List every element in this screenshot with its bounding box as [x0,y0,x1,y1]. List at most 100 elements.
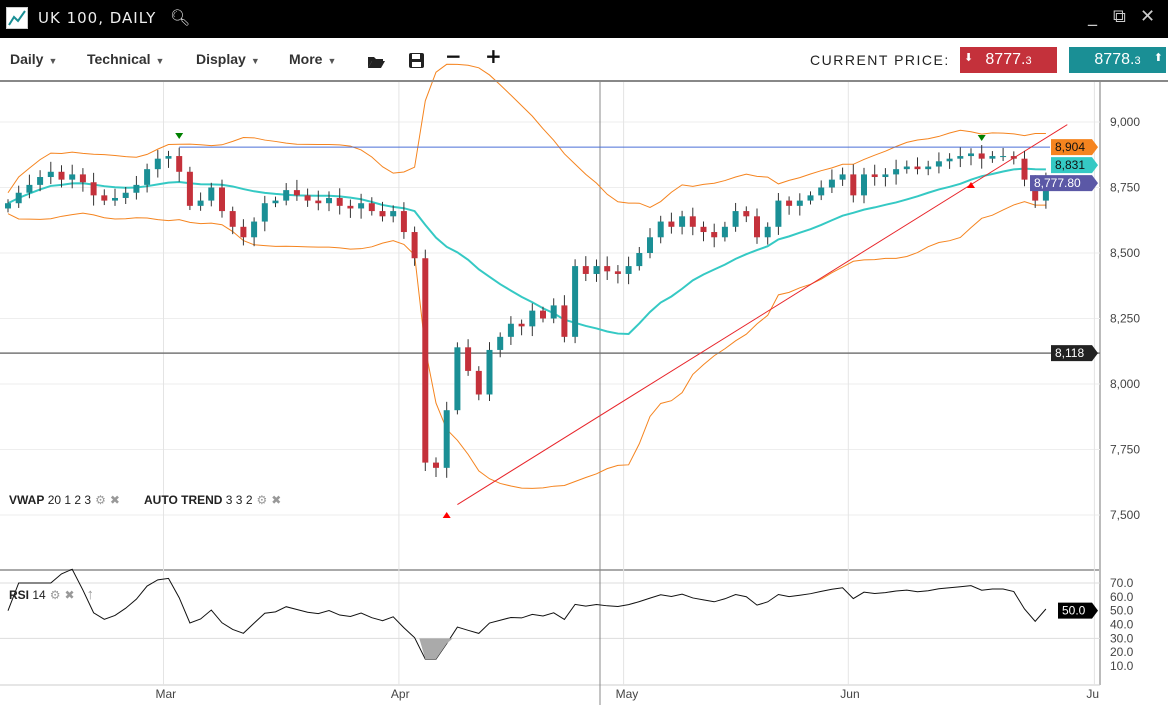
close-icon[interactable]: ✖ [109,493,120,507]
candle-body [176,156,183,172]
auto-trend-line [457,124,1068,505]
candle-body [507,323,514,337]
pivot-high-marker [175,133,184,139]
search-icon[interactable]: 🔍︎ [170,8,191,27]
bid-price: 8777. [985,51,1026,68]
candle-body [390,211,397,217]
menu-label: Display [196,51,246,67]
restore-icon[interactable]: ⧉ [1113,6,1126,27]
candle-body [26,184,33,193]
bid-price-button[interactable]: ⬇ 8777.3 [960,47,1057,73]
minimize-icon[interactable]: _ [1088,6,1097,27]
rsi-tick-label: 70.0 [1110,576,1134,590]
candle-body [582,266,589,274]
candle-body [657,221,664,238]
auto-trend-name: AUTO TREND [144,493,223,507]
candle-body [122,192,129,198]
auto-trend-legend: AUTO TREND 3 3 2 ⚙ ✖ [144,493,281,507]
candle-body [186,171,193,206]
candle-body [219,187,225,212]
candle-body [5,203,11,209]
candle-body [807,195,814,201]
candle-body [893,169,900,175]
candle-body [903,166,910,170]
price-tag-label: 8,831 [1055,158,1085,172]
candle-body [679,216,686,227]
candle-body [251,221,258,238]
candle-body [721,226,728,238]
gear-icon[interactable]: ⚙ [256,493,268,507]
candle-body [550,305,557,319]
menu-technical[interactable]: Technical ▼ [87,51,164,67]
candle-body [454,347,461,411]
gear-icon[interactable]: ⚙ [95,493,106,507]
candle-body [925,166,932,170]
candle-body [347,205,354,209]
folder-open-icon[interactable] [367,50,385,74]
candle-body [968,153,974,157]
zoom-in-button[interactable]: + [485,44,502,68]
candle-body [572,266,579,337]
candle-body [614,271,621,274]
pivot-high-marker [977,135,986,141]
menu-daily[interactable]: Daily ▼ [10,51,57,67]
candle-body [1010,156,1017,159]
rsi-tick-label: 50.0 [1110,604,1134,618]
rsi-tag [1058,602,1098,619]
arrow-up-icon[interactable]: ↑ [86,586,95,603]
toolbar: Daily ▼ Technical ▼ Display ▼ More ▼ − + CUR… [0,38,1168,82]
candle-body [133,184,140,193]
candle-body [79,174,86,183]
candle-body [465,347,472,371]
price-tick-label: 9,000 [1110,115,1140,129]
candle-body [604,266,611,272]
rsi-tick-label: 40.0 [1110,617,1134,631]
menu-label: Technical [87,51,151,67]
ask-price-button[interactable]: 8778.3 ⬆ [1069,47,1166,73]
window-title: UK 100, DAILY [38,9,157,27]
close-icon[interactable]: ✖ [64,588,75,602]
candle-body [379,211,386,217]
menu-display[interactable]: Display ▼ [196,51,260,67]
candle-body [411,232,418,259]
price-tick-label: 8,000 [1110,377,1140,391]
candle-body [978,153,985,159]
zoom-out-button[interactable]: − [445,44,462,68]
arrow-down-icon: ⬇ [964,52,974,64]
candle-body [818,187,825,196]
candle-body [197,200,204,206]
candle-body [229,211,236,227]
price-tick-label: 8,500 [1110,246,1140,260]
lower-band-line [7,201,1046,489]
candle-body [775,200,782,227]
price-tag [1030,175,1098,192]
rsi-name: RSI [9,588,30,602]
candle-body [850,174,857,196]
vwap-mid-line [7,167,1046,335]
candle-body [47,171,54,178]
candle-body [37,177,44,185]
auto-trend-params: 3 3 2 [225,493,253,507]
candle-body [15,192,22,204]
candle-body [368,203,375,212]
candle-body [336,197,343,206]
rsi-oversold-fill [419,638,453,660]
candle-body [240,226,247,238]
upper-band-line [7,63,1046,209]
candle-body [433,462,439,468]
save-icon[interactable] [408,50,425,74]
menu-more[interactable]: More ▼ [289,51,336,67]
rsi-legend: RSI 14 ⚙ ✖ ↑ [9,586,94,603]
candle-body [165,156,172,159]
candle-body [540,310,546,319]
price-tag [1051,157,1098,174]
month-label: Apr [391,687,410,701]
candle-body [647,237,653,253]
gear-icon[interactable]: ⚙ [49,588,61,602]
month-label: May [616,687,639,701]
close-icon[interactable]: ✕ [1140,6,1156,27]
close-icon[interactable]: ✖ [271,493,282,507]
candle-body [101,195,108,201]
ask-price-decimal: 3 [1134,55,1141,67]
